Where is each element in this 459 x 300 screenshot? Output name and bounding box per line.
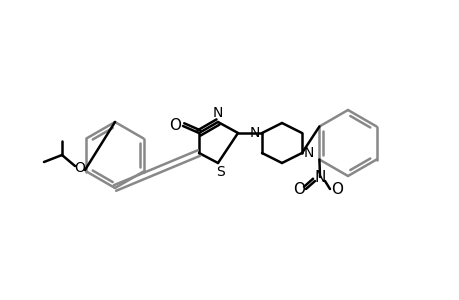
Text: O: O <box>74 161 85 175</box>
Text: N: N <box>213 106 223 120</box>
Text: N: N <box>249 126 260 140</box>
Text: S: S <box>216 165 225 179</box>
Text: N: N <box>303 146 313 160</box>
Text: N: N <box>313 169 325 184</box>
Text: O: O <box>292 182 304 196</box>
Text: O: O <box>168 118 180 134</box>
Text: O: O <box>330 182 342 196</box>
